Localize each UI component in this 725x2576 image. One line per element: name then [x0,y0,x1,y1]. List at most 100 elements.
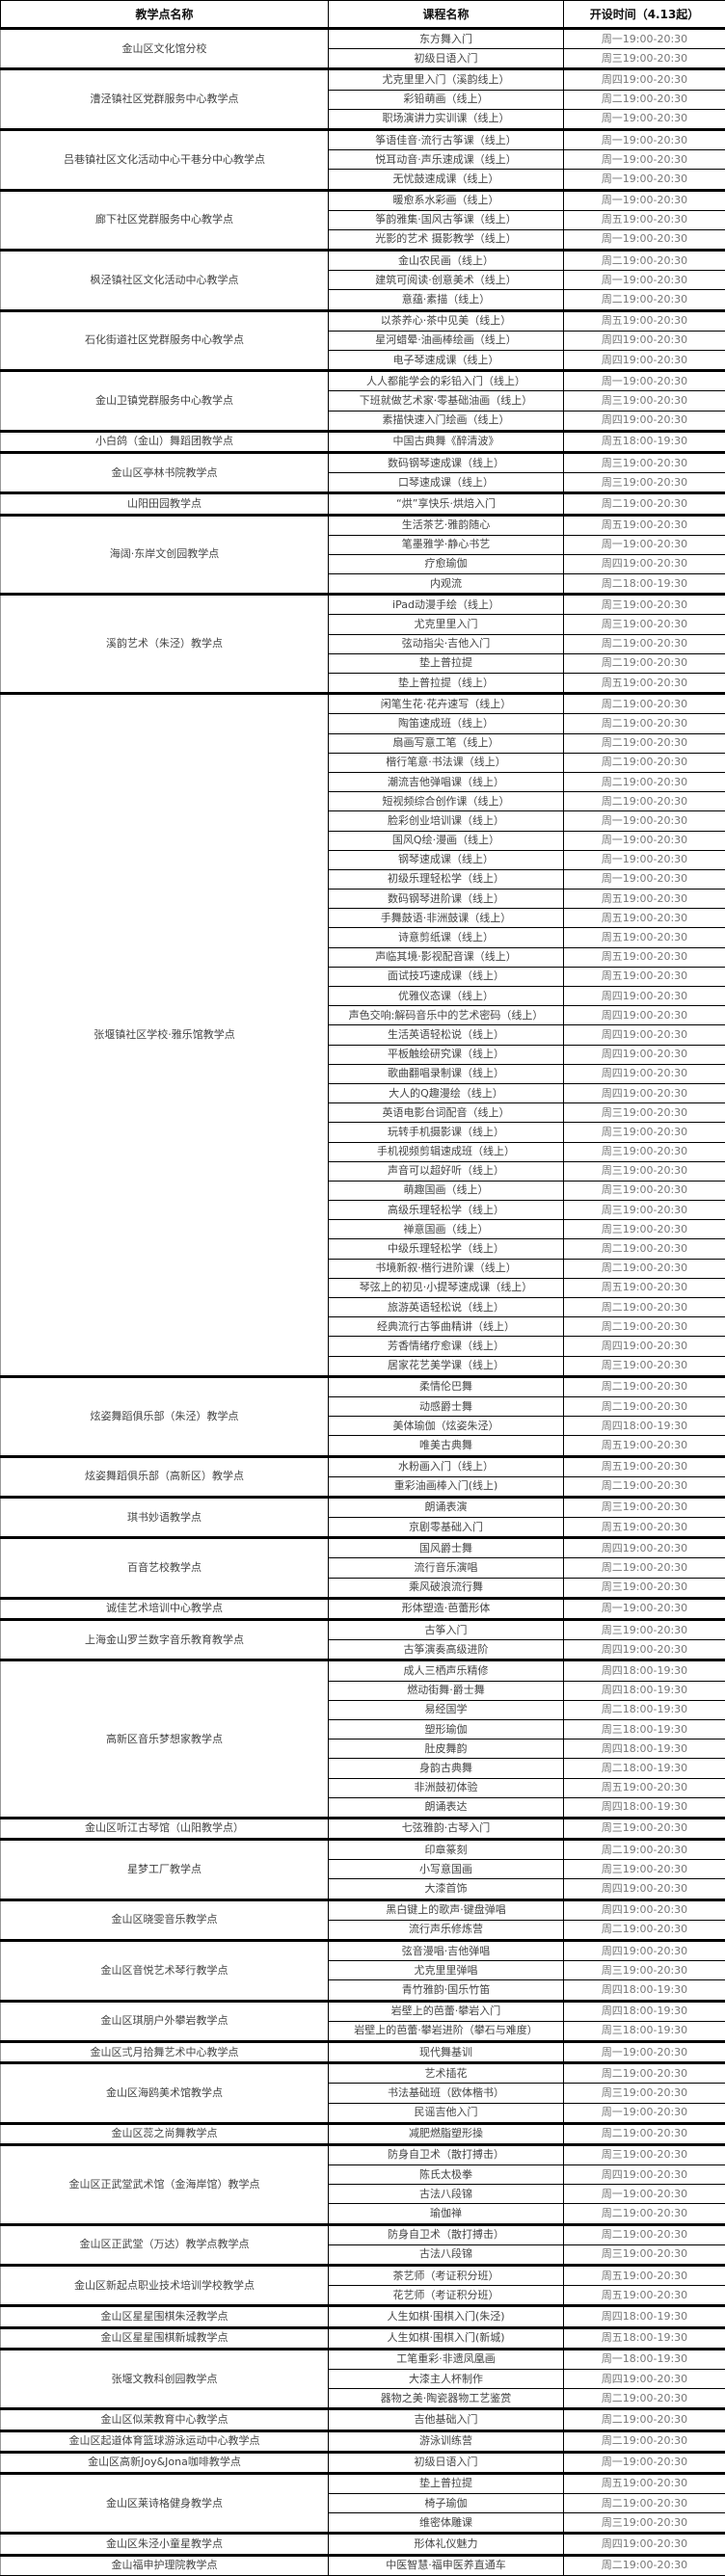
header-time: 开设时间（4.13起） [564,1,725,29]
course-time: 周二19:00-20:30 [564,2123,725,2144]
course-time: 周一19:00-20:30 [564,2452,725,2473]
course-name: 花艺师（考证积分班） [329,2286,564,2306]
course-time: 周四19:00-20:30 [564,1538,725,1558]
table-row: 张堰文教科创园教学点工笔重彩·非遗凤凰画周一18:00-19:30 [1,2349,725,2369]
course-name: 水粉画入门（线上） [329,1456,564,1476]
site-name: 小白鸽（金山）舞蹈团教学点 [1,431,329,452]
course-time: 周五19:00-20:30 [564,967,725,986]
course-name: 岩壁上的芭蕾·攀岩入门 [329,2001,564,2021]
course-time: 周三19:00-20:30 [564,1181,725,1200]
course-time: 周三19:00-20:30 [564,615,725,634]
course-name: 柔情伦巴舞 [329,1376,564,1396]
course-time: 周五18:00-19:30 [564,431,725,452]
site-name: 海阔·东岸文创园教学点 [1,515,329,595]
site-name: 琪书妙语教学点 [1,1497,329,1537]
course-time: 周三19:00-20:30 [564,391,725,411]
course-time: 周三19:00-20:30 [564,2144,725,2164]
course-time: 周二19:00-20:30 [564,2430,725,2452]
table-row: 吕巷镇社区文化活动中心干巷分中心教学点筝语佳音·流行古筝课（线上）周一19:00… [1,129,725,149]
site-name: 金山区听江古琴馆（山阳教学点） [1,1818,329,1839]
course-name: 素描快速入门绘画（线上） [329,411,564,431]
course-name: 筝韵雅集·国风古筝课（线上） [329,210,564,229]
course-name: 美体瑜伽（炫姿朱泾） [329,1417,564,1436]
table-row: 金山区晓雯音乐教学点黑白键上的歌声·键盘弹唱周四19:00-20:30 [1,1899,725,1920]
course-time: 周二19:00-20:30 [564,714,725,733]
course-time: 周四18:00-19:30 [564,1660,725,1681]
course-name: 声色交响:解码音乐中的艺术密码（线上） [329,1006,564,1025]
course-time: 周二19:00-20:30 [564,634,725,653]
course-time: 周一19:00-20:30 [564,150,725,170]
course-time: 周三19:00-20:30 [564,1161,725,1181]
course-name: 钢琴速成课（线上） [329,850,564,869]
course-name: 器物之美·陶瓷器物工艺鉴赏 [329,2389,564,2409]
course-time: 周三19:00-20:30 [564,1620,725,1640]
course-time: 周四18:00-19:30 [564,1739,725,1759]
course-name: 茶艺师（考证积分班） [329,2266,564,2286]
course-name: 古法八段锦 [329,2244,564,2265]
course-time: 周二19:00-20:30 [564,694,725,714]
course-name: 生活英语轻松说（线上） [329,1025,564,1045]
course-name: 高级乐理轻松学（线上） [329,1201,564,1220]
course-name: 吉他基础入门 [329,2409,564,2430]
course-name: 中国古典舞《醉清波》 [329,431,564,452]
course-time: 周四19:00-20:30 [564,1337,725,1356]
course-name: 潮流吉他弹唱课（线上） [329,772,564,791]
course-time: 周三19:00-20:30 [564,1961,725,1980]
table-row: 金山区文化馆分校东方舞入门周一19:00-20:30 [1,29,725,49]
course-time: 周四19:00-20:30 [564,1941,725,1961]
course-name: 旅游英语轻松说（线上） [329,1298,564,1317]
course-time: 周四19:00-20:30 [564,331,725,350]
course-time: 周一18:00-19:30 [564,2349,725,2369]
table-row: 金山区弍月拾舞艺术中心教学点现代舞基训周一19:00-20:30 [1,2041,725,2062]
course-name: 中医智慧·福申医养直通车 [329,2555,564,2575]
course-name: 诗意剪纸课（线上） [329,928,564,947]
course-name: 生活茶艺·雅韵随心 [329,515,564,535]
course-time: 周二19:00-20:30 [564,1259,725,1278]
site-name: 张堰镇社区学校·雅乐馆教学点 [1,694,329,1377]
course-time: 周三18:00-19:30 [564,1719,725,1739]
table-row: 金山区正武堂武术馆（金海岸馆）教学点防身自卫术（散打搏击）周三19:00-20:… [1,2144,725,2164]
course-name: 形体礼仪魅力 [329,2534,564,2555]
course-time: 周一19:00-20:30 [564,190,725,210]
course-name: 禅意国画（线上） [329,1220,564,1239]
table-row: 金山区星星围棋朱泾教学点人生如棋·围棋入门(朱泾)周四18:00-19:30 [1,2306,725,2327]
site-name: 金山区朱泾小童星教学点 [1,2534,329,2555]
course-time: 周四19:00-20:30 [564,1006,725,1025]
course-time: 周四18:00-19:30 [564,2306,725,2327]
site-name: 山阳田园教学点 [1,493,329,515]
course-name: 声音可以超好听（线上） [329,1161,564,1181]
table-row: 小白鸽（金山）舞蹈团教学点中国古典舞《醉清波》周五18:00-19:30 [1,431,725,452]
course-name: 乘风破浪流行舞 [329,1578,564,1598]
course-time: 周一19:00-20:30 [564,811,725,831]
course-name: 楷行笔意·书法课（线上） [329,753,564,772]
course-name: 初级乐理轻松学（线上） [329,869,564,889]
course-time: 周二19:00-20:30 [564,1840,725,1860]
course-time: 周四18:00-19:30 [564,1797,725,1818]
course-name: 大漆主人杯制作 [329,2369,564,2388]
site-name: 吕巷镇社区文化活动中心干巷分中心教学点 [1,129,329,190]
course-time: 周三19:00-20:30 [564,2244,725,2265]
course-time: 周一19:00-20:30 [564,1598,725,1619]
course-time: 周三19:00-20:30 [564,452,725,472]
course-time: 周四19:00-20:30 [564,2165,725,2185]
course-name: 无忧鼓速成课（线上） [329,170,564,190]
course-time: 周一19:00-20:30 [564,831,725,850]
site-name: 高新区音乐梦想家教学点 [1,1660,329,1819]
course-name: “烘”享快乐·烘焙入门 [329,493,564,515]
course-time: 周四19:00-20:30 [564,2534,725,2555]
table-row: 金山区似茉教育中心教学点吉他基础入门周二19:00-20:30 [1,2409,725,2430]
course-time: 周三19:00-20:30 [564,1497,725,1517]
site-name: 金山区正武堂武术馆（金海岸馆）教学点 [1,2144,329,2224]
course-name: 朗诵表演 [329,1497,564,1517]
table-row: 金山区星星围棋新城教学点人生如棋·围棋入门(新城)周五18:00-19:30 [1,2327,725,2349]
table-row: 石化街道社区党群服务中心教学点以茶养心·茶中见美（线上）周五19:00-20:3… [1,310,725,331]
course-name: 书境新叙·楷行进阶课（线上） [329,1259,564,1278]
table-row: 金山区听江古琴馆（山阳教学点）七弦雅韵·古琴入门周三19:00-20:30 [1,1818,725,1839]
course-time: 周四19:00-20:30 [564,987,725,1006]
site-name: 星梦工厂教学点 [1,1840,329,1900]
course-name: 小写意国画 [329,1860,564,1879]
course-name: 手机视频剪辑速成班（线上） [329,1142,564,1161]
course-name: 岩壁上的芭蕾·攀岩进阶（攀石与难度） [329,2021,564,2041]
course-time: 周二19:00-20:30 [564,653,725,673]
